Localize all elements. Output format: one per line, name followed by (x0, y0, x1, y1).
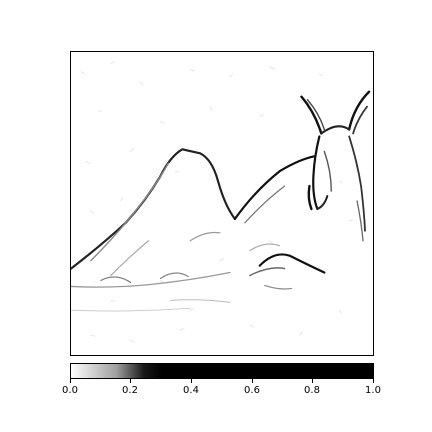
colorbar-tick-label: 0.0 (62, 385, 78, 396)
colorbar-tick (191, 379, 192, 383)
colorbar-tick-label: 0.2 (122, 385, 138, 396)
colorbar-gradient (71, 364, 373, 378)
edge-map-axes (70, 51, 374, 356)
colorbar-tick (252, 379, 253, 383)
colorbar-tick (312, 379, 313, 383)
edge-map-image (71, 61, 371, 343)
colorbar-tick (373, 379, 374, 383)
colorbar-tick-label: 0.8 (304, 385, 320, 396)
colorbar-tick-label: 0.4 (183, 385, 199, 396)
colorbar-tick-label: 1.0 (365, 385, 381, 396)
colorbar (70, 363, 374, 379)
colorbar-tick-label: 0.6 (244, 385, 260, 396)
colorbar-tick (130, 379, 131, 383)
colorbar-tick (70, 379, 71, 383)
